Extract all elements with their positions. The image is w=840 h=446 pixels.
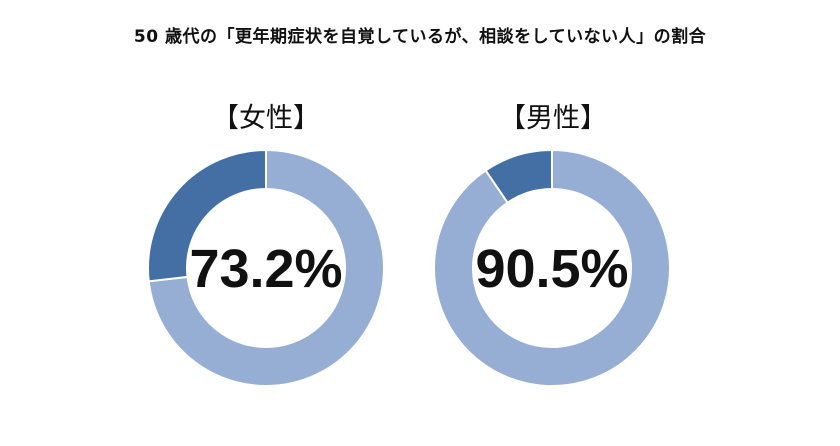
- female-donut: [147, 148, 385, 387]
- male-slice-1: [484, 148, 553, 205]
- female-slice-1: [147, 148, 267, 283]
- female-center-value: 73.2%: [189, 239, 342, 299]
- chart-title: 50 歳代の「更年期症状を自覚しているが、相談をしていない人」の割合: [133, 27, 707, 47]
- male-slice-0: [433, 148, 671, 387]
- female-chart-label: 【女性】: [212, 103, 320, 134]
- male-donut: [433, 148, 671, 387]
- male-center-value: 90.5%: [475, 239, 628, 299]
- female-slice-0: [147, 148, 385, 387]
- male-chart-label: 【男性】: [499, 103, 607, 134]
